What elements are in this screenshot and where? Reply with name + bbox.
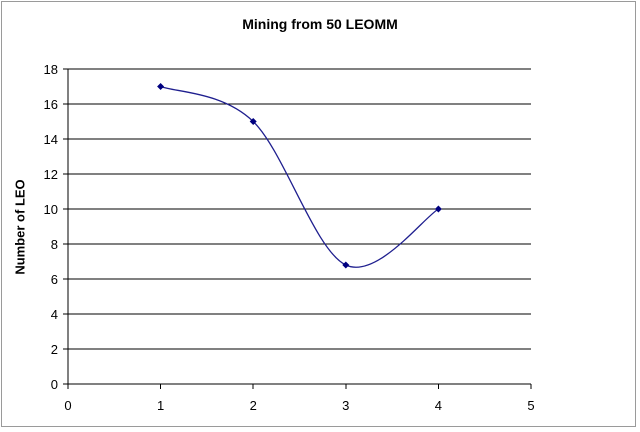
data-point-1 bbox=[157, 83, 165, 90]
chart-frame bbox=[1, 1, 636, 427]
x-tick-label-0: 0 bbox=[64, 398, 71, 413]
series-group bbox=[157, 83, 442, 269]
y-tick-label-0: 0 bbox=[51, 377, 58, 392]
x-tick-label-4: 4 bbox=[435, 398, 442, 413]
y-tick-label-8: 8 bbox=[51, 237, 58, 252]
y-tick-label-6: 6 bbox=[51, 272, 58, 287]
y-tick-label-16: 16 bbox=[44, 97, 58, 112]
x-tick-label-5: 5 bbox=[527, 398, 534, 413]
y-ticks: 0 2 4 6 8 10 12 14 16 18 bbox=[44, 62, 68, 392]
y-tick-label-2: 2 bbox=[51, 342, 58, 357]
y-tick-label-18: 18 bbox=[44, 62, 58, 77]
y-tick-label-14: 14 bbox=[44, 132, 58, 147]
x-tick-label-3: 3 bbox=[342, 398, 349, 413]
series-line-0 bbox=[160, 85, 439, 268]
y-tick-label-12: 12 bbox=[44, 167, 58, 182]
axes bbox=[67, 69, 531, 385]
y-tick-label-4: 4 bbox=[51, 307, 58, 322]
x-tick-label-1: 1 bbox=[157, 398, 164, 413]
data-point-2 bbox=[249, 118, 257, 125]
chart-title: Mining from 50 LEOMM bbox=[242, 16, 398, 32]
data-point-3 bbox=[342, 261, 350, 269]
data-point-4 bbox=[434, 205, 442, 213]
x-ticks: 0 1 2 3 4 5 bbox=[64, 384, 535, 413]
x-tick-label-2: 2 bbox=[250, 398, 257, 413]
grid-lines bbox=[68, 68, 531, 350]
y-tick-label-10: 10 bbox=[44, 202, 58, 217]
